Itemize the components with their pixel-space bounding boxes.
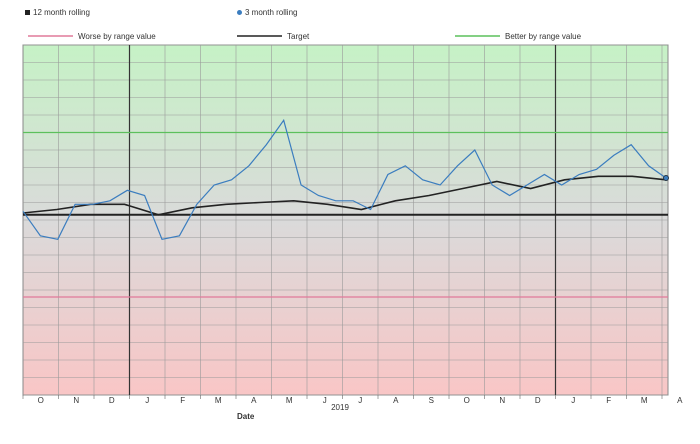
end-marker [663, 175, 669, 181]
x-tick-label: D [535, 396, 541, 405]
legend-label: 12 month rolling [33, 8, 90, 17]
x-tick-label: O [38, 396, 44, 405]
x-tick-label: N [499, 396, 505, 405]
legend-label: Better by range value [505, 32, 582, 41]
x-tick-label: A [677, 396, 683, 405]
x-tick-label: N [73, 396, 79, 405]
x-tick-label: M [215, 396, 222, 405]
x-tick-label: M [641, 396, 648, 405]
legend-label: 3 month rolling [245, 8, 297, 17]
legend-label: Worse by range value [78, 32, 156, 41]
x-tick-label: J [571, 396, 575, 405]
legend-marker [25, 10, 30, 15]
legend-marker [237, 10, 242, 15]
x-tick-label: A [393, 396, 399, 405]
legend-label: Target [287, 32, 310, 41]
x-tick-label: S [429, 396, 434, 405]
x-tick-label: F [180, 396, 185, 405]
x-tick-label: A [251, 396, 257, 405]
x-tick-label: J [323, 396, 327, 405]
x-tick-label: D [109, 396, 115, 405]
x-tick-label: M [286, 396, 293, 405]
year-label: 2019 [331, 403, 349, 412]
x-tick-label: J [358, 396, 362, 405]
x-tick-label: F [606, 396, 611, 405]
x-tick-label: O [464, 396, 470, 405]
series-line [22, 118, 667, 240]
x-axis-title: Date [237, 412, 255, 421]
series-line [22, 175, 667, 216]
x-tick-label: J [145, 396, 149, 405]
